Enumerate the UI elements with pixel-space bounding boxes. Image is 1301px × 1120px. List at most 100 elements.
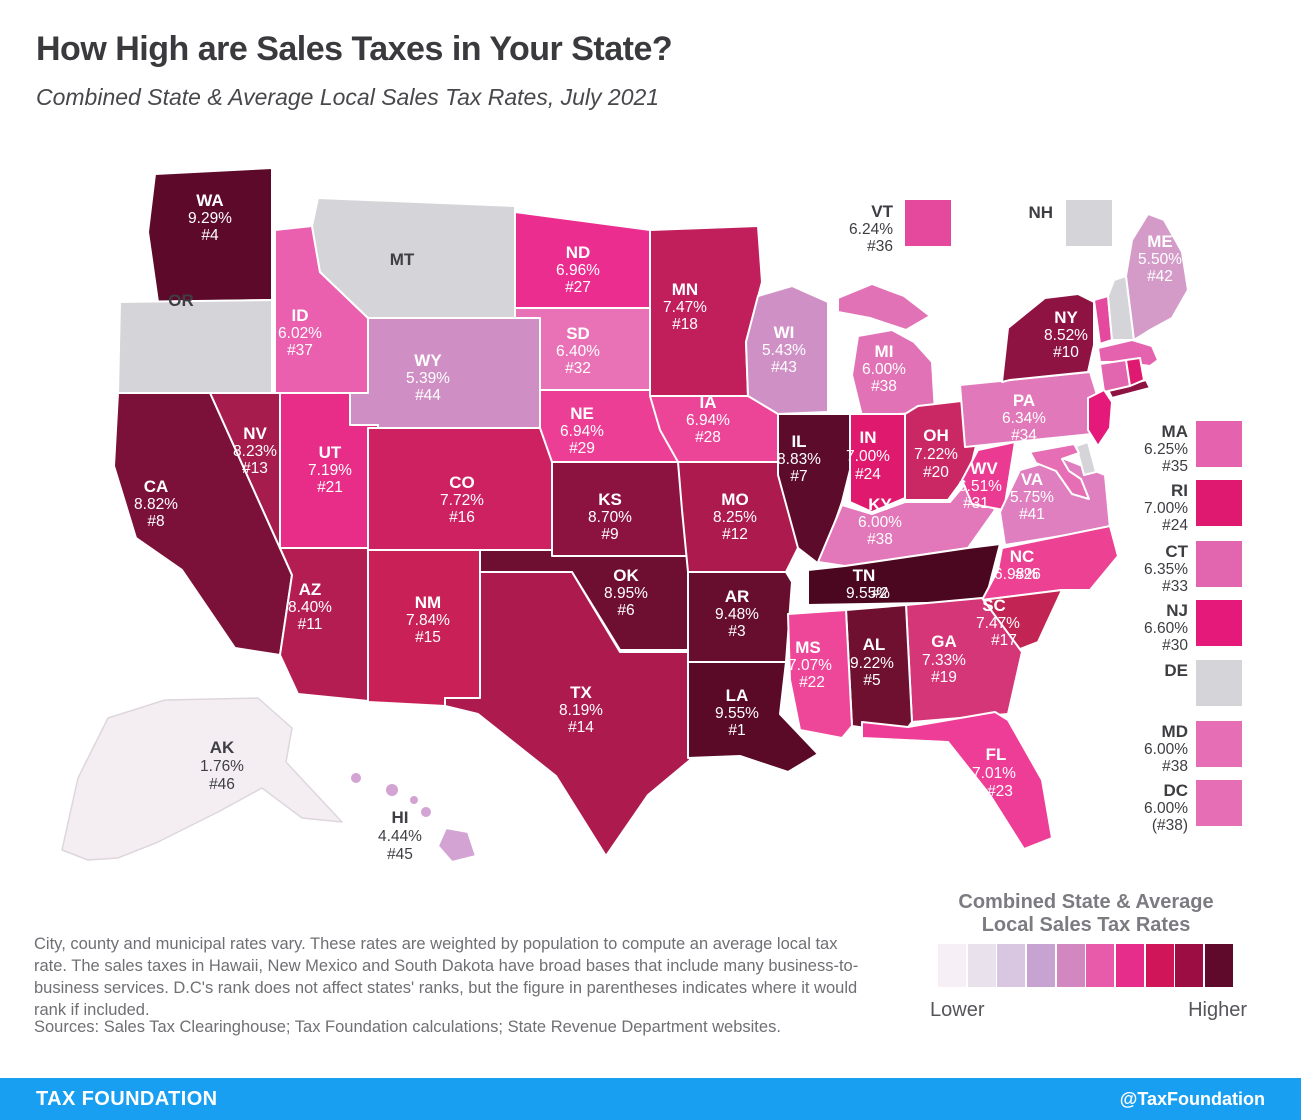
svg-text:#19: #19 [931,669,957,686]
state-label-fl: FL7.01%#23 [972,745,1016,800]
svg-text:#41: #41 [1019,506,1045,523]
svg-text:6.60%: 6.60% [1144,620,1188,637]
svg-text:#38: #38 [1162,758,1188,775]
svg-text:NY: NY [1054,308,1078,327]
svg-text:CT: CT [1165,542,1188,561]
svg-text:#24: #24 [855,466,881,483]
svg-text:IA: IA [700,393,717,412]
swatch-nh [1066,200,1112,246]
svg-text:#4: #4 [201,227,219,244]
svg-text:7.00%: 7.00% [1144,500,1188,517]
svg-text:MO: MO [721,490,748,509]
state-label-ny: NY8.52%#10 [1044,308,1088,361]
state-shape-in [849,413,906,513]
state-label-la: LA9.55%#1 [715,686,759,739]
svg-text:MI: MI [875,342,894,361]
svg-text:SC: SC [982,596,1006,615]
callout-md: MD6.00%#38 [1144,721,1242,775]
twitter-handle: @TaxFoundation [1119,1088,1265,1109]
svg-text:#18: #18 [672,316,698,333]
svg-text:4.44%: 4.44% [378,828,422,845]
svg-text:#24: #24 [1162,517,1188,534]
svg-text:#21: #21 [317,479,343,496]
svg-text:(#38): (#38) [1152,817,1188,834]
state-label-az: AZ8.40%#11 [288,580,332,633]
state-shape-va [999,457,1111,546]
svg-text:OR: OR [168,291,194,310]
svg-text:MS: MS [795,638,821,657]
state-label-nc: NC6.98%#26 [994,547,1041,583]
svg-text:TN: TN [853,566,876,585]
state-label-nv: NV8.23%#13 [233,424,277,477]
svg-text:#10: #10 [1053,344,1079,361]
svg-text:#35: #35 [1162,458,1188,475]
svg-text:ME: ME [1147,232,1173,251]
svg-text:5.75%: 5.75% [1010,489,1054,506]
state-shape-hi-island [408,794,420,806]
svg-text:#5: #5 [863,672,880,689]
state-label-nm: NM7.84%#15 [406,593,450,646]
state-label-ky: KY6.00%#38 [858,495,902,548]
svg-text:#22: #22 [799,674,825,691]
svg-text:FL: FL [986,745,1007,764]
state-shape-wi [745,285,829,415]
state-label-ms: MS7.07%#22 [788,638,832,691]
state-label-nd: ND6.96%#27 [556,243,600,296]
svg-text:6.94%: 6.94% [686,412,730,429]
svg-text:#26: #26 [1015,566,1041,583]
state-label-sd: SD6.40%#32 [556,324,600,377]
legend-title-line1: Combined State & Average [958,891,1213,913]
svg-text:8.70%: 8.70% [588,509,632,526]
legend-swatch-3 [997,944,1025,987]
state-label-ok: OK8.95%#6 [604,566,648,619]
state-shape-nj [1087,389,1113,447]
svg-text:7.01%: 7.01% [972,765,1016,782]
svg-text:#42: #42 [1147,268,1173,285]
state-shape-ct [1099,359,1131,393]
callout-de: DE [1164,660,1242,706]
svg-text:#33: #33 [1162,578,1188,595]
svg-text:8.52%: 8.52% [1044,327,1088,344]
svg-text:8.40%: 8.40% [288,599,332,616]
svg-text:#17: #17 [991,632,1017,649]
state-shape-tn [807,543,1001,606]
legend-swatch-8 [1146,944,1174,987]
svg-text:6.96%: 6.96% [556,262,600,279]
svg-text:NE: NE [570,404,594,423]
svg-text:NV: NV [243,424,267,443]
svg-text:VA: VA [1021,470,1043,489]
svg-text:9.55%: 9.55% [715,705,759,722]
state-label-wa: WA9.29%#4 [188,191,232,244]
svg-text:1.76%: 1.76% [200,758,244,775]
callout-ri: RI7.00%#24 [1144,480,1242,534]
svg-text:MT: MT [390,250,415,269]
svg-text:OK: OK [613,566,639,585]
svg-text:HI: HI [392,808,409,827]
svg-text:ND: ND [566,243,591,262]
svg-text:NH: NH [1028,203,1053,222]
state-shape-az [279,547,379,703]
svg-text:7.47%: 7.47% [663,299,707,316]
svg-text:CO: CO [449,473,475,492]
svg-text:9.48%: 9.48% [715,606,759,623]
swatch-md [1196,721,1242,767]
svg-text:6.00%: 6.00% [858,514,902,531]
state-shape-ms [787,609,853,739]
svg-text:GA: GA [931,632,957,651]
swatch-ri [1196,480,1242,526]
state-label-me: ME5.50%#42 [1138,232,1182,285]
svg-text:#28: #28 [695,429,721,446]
state-label-va: VA5.75%#41 [1010,470,1054,523]
swatch-ct [1196,541,1242,587]
page-subtitle: Combined State & Average Local Sales Tax… [36,84,660,110]
svg-text:#7: #7 [790,468,807,485]
svg-text:IL: IL [791,432,806,451]
state-label-ia: IA6.94%#28 [686,393,730,446]
state-shape-fl [861,711,1053,850]
svg-text:9.22%: 9.22% [850,655,894,672]
svg-text:#20: #20 [923,464,949,481]
svg-text:#13: #13 [242,460,268,477]
legend-swatch-2 [968,944,996,987]
svg-text:#8: #8 [147,513,164,530]
